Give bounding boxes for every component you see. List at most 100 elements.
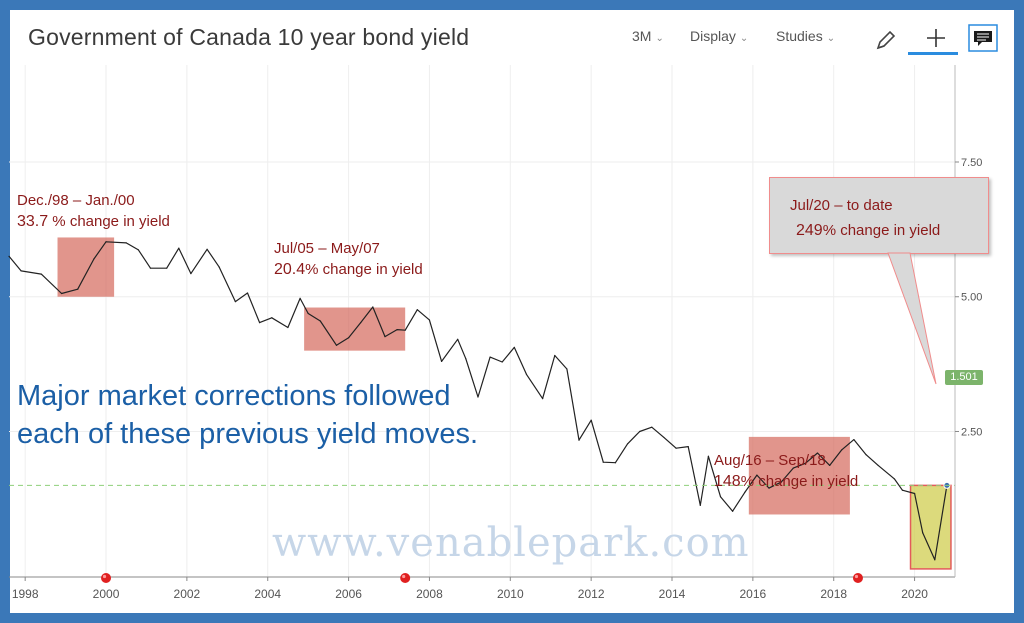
chevron-down-icon: ⌄ — [826, 33, 836, 44]
data-point — [347, 337, 350, 339]
event-marker-shine — [402, 574, 406, 579]
data-point — [218, 266, 220, 268]
pencil-icon[interactable] — [874, 28, 898, 52]
data-point — [178, 247, 180, 249]
comment-icon[interactable] — [968, 24, 998, 52]
data-point — [105, 241, 107, 243]
callout-change: 249% change in yield — [796, 222, 940, 240]
annotation-period: Jul/05 – May/07 — [274, 240, 380, 257]
data-point — [719, 496, 722, 498]
event-marker-dot — [852, 573, 863, 583]
x-tick-label: 2006 — [335, 587, 362, 601]
data-point — [149, 267, 152, 269]
annotation-1998: Dec./98 – Jan./00 33.7 % change in yield — [17, 192, 170, 231]
data-point — [707, 455, 709, 457]
x-tick-label: 2010 — [497, 587, 524, 601]
data-point — [590, 419, 592, 421]
annotation-period: Aug/16 – Sep/18 — [714, 452, 826, 469]
data-point — [913, 492, 916, 495]
data-point — [428, 319, 431, 321]
data-point — [816, 452, 819, 454]
data-point — [190, 272, 192, 275]
data-point — [307, 312, 309, 315]
data-point — [525, 373, 528, 375]
y-tick-label: 7.50 — [961, 157, 982, 169]
data-point — [744, 491, 746, 493]
annotation-pct: 148 — [714, 473, 741, 490]
data-point — [675, 447, 677, 449]
data-point — [614, 462, 617, 464]
highlight-box — [748, 436, 850, 515]
data-point — [396, 329, 398, 331]
callout-text: % change in yield — [822, 222, 941, 239]
main-message: Major market corrections followed each o… — [17, 377, 478, 453]
crosshair-icon[interactable] — [924, 26, 948, 50]
annotation-text: % change in yield — [740, 473, 859, 490]
display-label: Display — [690, 28, 736, 44]
data-point — [602, 461, 604, 463]
data-point — [60, 292, 63, 295]
data-point — [877, 464, 879, 467]
annotation-2016: Aug/16 – Sep/18 148% change in yield — [714, 452, 858, 491]
data-point — [271, 317, 273, 319]
data-point — [756, 474, 758, 476]
data-point — [841, 449, 843, 451]
data-point — [804, 462, 807, 464]
x-tick-label: 2012 — [578, 587, 605, 601]
data-point — [768, 487, 770, 489]
annotation-text: % change in yield — [48, 213, 170, 230]
data-point — [699, 504, 701, 506]
data-point — [922, 532, 924, 534]
data-point — [578, 439, 580, 441]
range-label: 3M — [632, 28, 652, 44]
data-point — [513, 346, 515, 349]
annotation-2005: Jul/05 – May/07 20.4% change in yield — [274, 240, 423, 279]
data-point — [489, 356, 491, 358]
data-point — [732, 510, 734, 512]
data-point — [934, 559, 936, 561]
data-point — [335, 344, 338, 346]
display-menu[interactable]: Display ⌄ — [690, 28, 748, 44]
data-point — [792, 467, 794, 469]
data-point — [40, 273, 42, 275]
data-point — [234, 300, 236, 303]
data-point — [416, 309, 418, 311]
x-tick-label: 2008 — [416, 587, 443, 601]
x-tick-label: 2018 — [820, 587, 847, 601]
message-line-2: each of these previous yield moves. — [17, 418, 479, 450]
data-point — [865, 454, 867, 456]
data-point — [853, 438, 855, 441]
data-point — [20, 270, 22, 272]
data-point — [542, 398, 544, 400]
data-point — [663, 436, 665, 439]
data-point — [206, 248, 208, 250]
watermark: www.venablepark.com — [272, 520, 750, 566]
highlight-box — [57, 237, 115, 297]
message-line-1: Major market corrections followed — [17, 380, 451, 412]
x-tick-label: 2014 — [659, 587, 686, 601]
data-point — [626, 443, 629, 445]
data-point — [501, 361, 503, 363]
active-tool-indicator — [908, 52, 958, 55]
studies-menu[interactable]: Studies ⌄ — [776, 28, 835, 44]
x-tick-label: 2002 — [174, 587, 201, 601]
range-selector[interactable]: 3M ⌄ — [632, 28, 664, 44]
data-point — [166, 267, 168, 269]
data-point — [360, 322, 362, 324]
data-point — [465, 358, 467, 360]
event-marker-shine — [102, 574, 107, 579]
annotation-pct: 20.4 — [274, 261, 306, 278]
data-point — [554, 354, 556, 357]
y-tick-label: 2.50 — [961, 426, 982, 438]
data-point — [566, 368, 568, 370]
data-point — [780, 481, 782, 483]
series-layer — [8, 241, 951, 561]
data-point — [299, 297, 301, 299]
event-marker-shine — [854, 574, 859, 579]
studies-label: Studies — [776, 28, 823, 44]
data-point — [404, 329, 406, 331]
x-tick-label: 2004 — [254, 587, 281, 601]
data-point — [384, 336, 386, 338]
annotation-period: Dec./98 – Jan./00 — [17, 192, 135, 209]
